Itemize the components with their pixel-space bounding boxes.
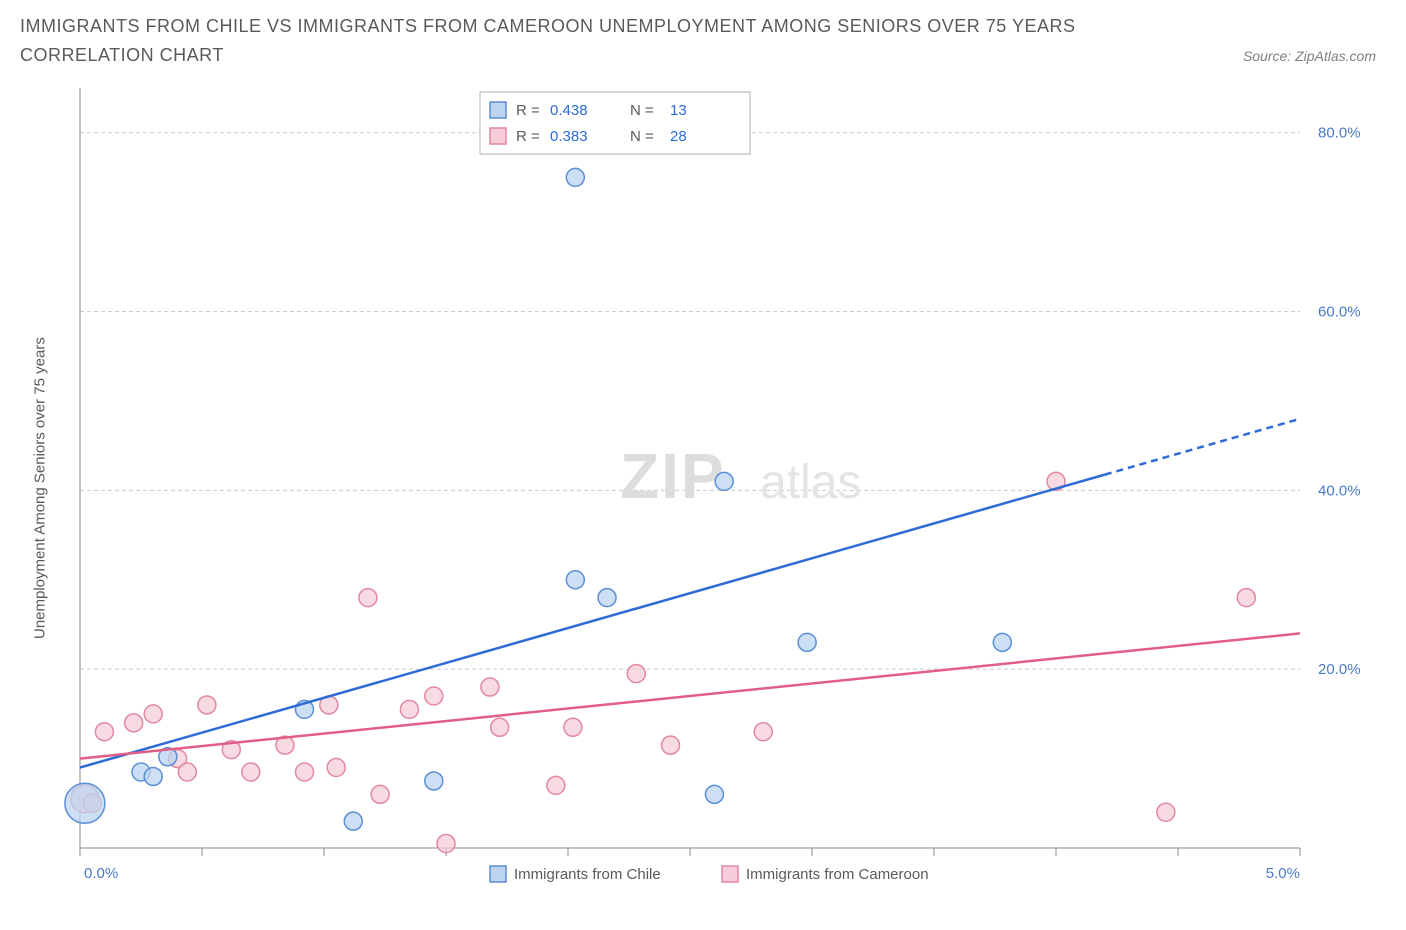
plot-container: 20.0% 40.0% 60.0% 80.0% 0.0% 5.0% ZIP atlas R = 0…	[60, 78, 1386, 898]
y-tick-label: 80.0%	[1318, 124, 1360, 141]
legend-r-value: 0.383	[550, 128, 588, 145]
data-point	[178, 763, 196, 781]
data-point	[598, 588, 616, 606]
x-tick-label: 0.0%	[84, 865, 118, 882]
legend-swatch	[490, 866, 506, 882]
data-point	[400, 700, 418, 718]
data-point	[547, 776, 565, 794]
data-point	[295, 763, 313, 781]
data-point	[327, 758, 345, 776]
y-axis-label: Unemployment Among Seniors over 75 years	[20, 78, 60, 898]
data-point	[125, 713, 143, 731]
chart-title: IMMIGRANTS FROM CHILE VS IMMIGRANTS FROM…	[20, 12, 1120, 70]
legend-swatch	[722, 866, 738, 882]
data-point	[491, 718, 509, 736]
legend-r-value: 0.438	[550, 102, 588, 119]
data-point	[344, 812, 362, 830]
data-point	[425, 772, 443, 790]
chart-body: Unemployment Among Seniors over 75 years…	[20, 78, 1386, 898]
chart-source: Source: ZipAtlas.com	[1243, 48, 1386, 70]
data-point	[566, 570, 584, 588]
trend-line-extrapolated	[1105, 418, 1300, 474]
data-point	[705, 785, 723, 803]
legend-n-label: N =	[630, 102, 654, 119]
legend-swatch	[490, 102, 506, 118]
trend-line	[80, 474, 1105, 767]
data-point	[627, 664, 645, 682]
legend-series-label: Immigrants from Cameroon	[746, 866, 929, 883]
data-point	[481, 678, 499, 696]
data-point	[1237, 588, 1255, 606]
data-point	[437, 834, 455, 852]
data-point	[371, 785, 389, 803]
data-point	[95, 722, 113, 740]
data-point	[144, 767, 162, 785]
data-point	[564, 718, 582, 736]
watermark: ZIP	[620, 440, 726, 512]
x-tick-label: 5.0%	[1266, 865, 1300, 882]
data-point	[425, 687, 443, 705]
data-point	[661, 736, 679, 754]
trend-line	[80, 633, 1300, 758]
data-point	[1157, 803, 1175, 821]
legend-swatch	[490, 128, 506, 144]
legend-n-value: 13	[670, 102, 687, 119]
legend-r-label: R =	[516, 102, 540, 119]
data-point	[242, 763, 260, 781]
chart-header: IMMIGRANTS FROM CHILE VS IMMIGRANTS FROM…	[20, 12, 1386, 70]
legend-n-value: 28	[670, 128, 687, 145]
data-point	[754, 722, 772, 740]
y-tick-label: 20.0%	[1318, 661, 1360, 678]
data-point	[715, 472, 733, 490]
watermark: atlas	[760, 456, 861, 509]
legend-n-label: N =	[630, 128, 654, 145]
data-point	[144, 704, 162, 722]
data-point	[198, 696, 216, 714]
legend-r-label: R =	[516, 128, 540, 145]
data-point	[65, 783, 105, 823]
data-point	[798, 633, 816, 651]
y-tick-label: 60.0%	[1318, 303, 1360, 320]
legend-series-label: Immigrants from Chile	[514, 866, 661, 883]
data-point	[993, 633, 1011, 651]
y-tick-label: 40.0%	[1318, 482, 1360, 499]
data-point	[359, 588, 377, 606]
scatter-plot: 20.0% 40.0% 60.0% 80.0% 0.0% 5.0% ZIP atlas R = 0…	[60, 78, 1360, 898]
data-point	[566, 168, 584, 186]
